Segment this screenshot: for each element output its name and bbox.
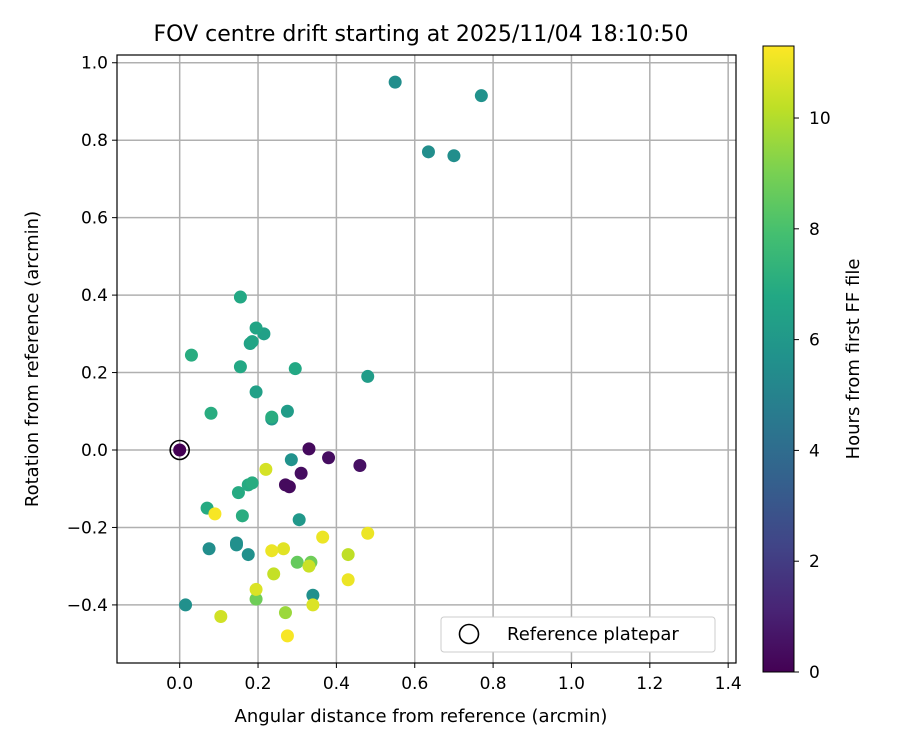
y-tick-label: 0.8 xyxy=(81,131,108,151)
colorbar-tick-label: 2 xyxy=(809,552,820,572)
data-point xyxy=(282,480,296,494)
y-tick-label: 0.2 xyxy=(81,364,108,384)
reference-platepar-marker xyxy=(169,439,190,461)
grid xyxy=(117,55,736,663)
data-point xyxy=(361,369,375,383)
x-tick-label: 1.2 xyxy=(636,674,663,694)
x-tick-label: 0.0 xyxy=(166,674,193,694)
data-point xyxy=(353,458,367,472)
data-point xyxy=(316,530,330,544)
data-point xyxy=(173,443,187,457)
data-point xyxy=(235,509,249,523)
data-point xyxy=(265,544,279,558)
colorbar-tick-label: 8 xyxy=(809,220,820,240)
data-point xyxy=(229,538,243,552)
data-point xyxy=(421,145,435,159)
data-point xyxy=(306,588,320,602)
x-axis-ticks: 0.0 0.2 0.4 0.6 0.8 1.0 1.2 1.4 xyxy=(166,663,742,694)
legend: Reference platepar xyxy=(440,616,716,653)
y-tick-label: −0.2 xyxy=(67,518,108,538)
chart-title: FOV centre drift starting at 2025/11/04 … xyxy=(154,22,689,47)
data-point xyxy=(302,559,316,573)
plot-area-frame xyxy=(116,54,737,664)
data-point xyxy=(292,513,306,527)
data-point xyxy=(208,507,222,521)
data-point xyxy=(249,321,263,335)
x-tick-label: 1.0 xyxy=(558,674,585,694)
data-point xyxy=(179,598,193,612)
data-point xyxy=(259,462,273,476)
data-point xyxy=(233,290,247,304)
data-point xyxy=(284,453,298,467)
data-point xyxy=(265,410,279,424)
data-point xyxy=(184,348,198,362)
legend-label: Reference platepar xyxy=(507,624,679,645)
y-axis-label: Rotation from reference (arcmin) xyxy=(22,211,43,507)
y-tick-label: 0.6 xyxy=(81,209,108,229)
colorbar-ticks: 0 2 4 6 8 10 xyxy=(794,109,831,683)
data-point xyxy=(245,476,259,490)
x-tick-label: 0.4 xyxy=(323,674,350,694)
data-point xyxy=(388,75,402,89)
data-point xyxy=(322,451,336,465)
colorbar-tick-label: 0 xyxy=(809,663,820,683)
data-point xyxy=(294,466,308,480)
colorbar xyxy=(762,45,795,673)
data-point xyxy=(204,406,218,420)
x-tick-label: 1.4 xyxy=(715,674,742,694)
x-tick-label: 0.8 xyxy=(480,674,507,694)
data-point xyxy=(267,567,281,581)
data-point xyxy=(341,573,355,587)
data-point xyxy=(277,542,291,556)
data-point xyxy=(249,385,263,399)
y-tick-label: −0.4 xyxy=(67,596,108,616)
data-point xyxy=(341,548,355,562)
x-axis-label: Angular distance from reference (arcmin) xyxy=(235,706,608,727)
y-axis-ticks: −0.4 −0.2 0.0 0.2 0.4 0.6 0.8 1.0 xyxy=(67,54,117,616)
data-point xyxy=(447,149,461,163)
data-point xyxy=(290,555,304,569)
data-point xyxy=(249,582,263,596)
data-point xyxy=(241,548,255,562)
data-point xyxy=(249,592,263,606)
y-tick-label: 0.0 xyxy=(81,441,108,461)
x-tick-label: 0.6 xyxy=(401,674,428,694)
data-point xyxy=(306,598,320,612)
data-point xyxy=(214,610,228,624)
data-point xyxy=(278,606,292,620)
data-point xyxy=(288,362,302,376)
data-point xyxy=(202,542,216,556)
legend-reference-marker xyxy=(458,623,480,645)
colorbar-tick-label: 6 xyxy=(809,331,820,351)
data-point xyxy=(233,360,247,374)
data-points xyxy=(169,75,488,643)
colorbar-tick-label: 4 xyxy=(809,441,820,461)
data-point xyxy=(302,442,316,456)
data-point xyxy=(474,89,488,103)
colorbar-tick-label: 10 xyxy=(809,109,831,129)
data-point xyxy=(361,526,375,540)
data-point xyxy=(280,629,294,643)
y-tick-label: 0.4 xyxy=(81,286,108,306)
data-point xyxy=(245,335,259,349)
y-tick-label: 1.0 xyxy=(81,54,108,74)
x-tick-label: 0.2 xyxy=(245,674,272,694)
legend-box xyxy=(440,616,716,653)
data-point xyxy=(231,486,245,500)
colorbar-label: Hours from first FF file xyxy=(843,259,864,460)
data-point xyxy=(280,404,294,418)
